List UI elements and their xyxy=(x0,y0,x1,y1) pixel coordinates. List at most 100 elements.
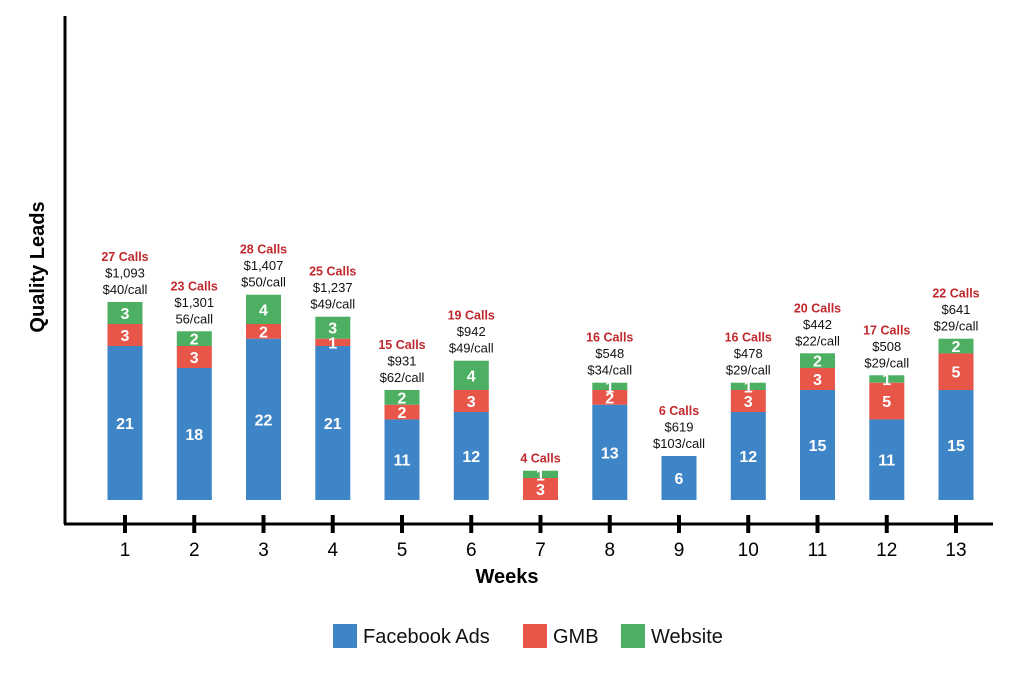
segment-value-label: 3 xyxy=(121,306,130,323)
segment-value-label: 1 xyxy=(328,335,337,352)
cost-label: $442 xyxy=(803,317,832,332)
segment-value-label: 15 xyxy=(947,438,965,455)
segment-value-label: 21 xyxy=(116,416,134,433)
x-tick-label: 4 xyxy=(327,540,338,561)
cost-label: $1,237 xyxy=(313,280,353,295)
cost-label: $478 xyxy=(734,346,763,361)
bar-segment xyxy=(315,346,351,500)
segment-value-label: 2 xyxy=(398,390,407,407)
bar-segment xyxy=(869,419,905,500)
cost-per-call-label: 56/call xyxy=(175,311,213,326)
segment-value-label: 2 xyxy=(813,354,822,371)
cost-per-call-label: $29/call xyxy=(934,319,979,334)
x-ticks-group: 1 2 3 4 5 6 7 8 9 10 11 12 13 xyxy=(120,515,967,561)
bar-segment xyxy=(453,412,489,500)
bar-segment xyxy=(800,390,835,500)
bar-segment xyxy=(730,412,766,500)
cost-label: $1,093 xyxy=(105,266,145,281)
cost-per-call-label: $29/call xyxy=(726,363,771,378)
calls-label: 23 Calls xyxy=(171,279,218,293)
segment-value-label: 1 xyxy=(744,379,753,396)
bar-segment xyxy=(246,324,281,339)
segment-value-label: 22 xyxy=(255,412,273,429)
bar-segment xyxy=(592,390,628,405)
x-tick-label: 10 xyxy=(738,540,759,561)
x-tick-label: 8 xyxy=(604,540,615,561)
bar-segment xyxy=(869,382,905,420)
segment-value-label: 2 xyxy=(605,390,614,407)
cost-per-call-label: $49/call xyxy=(310,297,355,312)
x-tick-label: 13 xyxy=(945,540,966,561)
bar-segment xyxy=(453,390,489,412)
segment-value-label: 2 xyxy=(398,405,407,422)
bar-segment xyxy=(730,382,766,390)
cost-per-call-label: $62/call xyxy=(380,370,425,385)
x-tick-label: 1 xyxy=(120,540,131,561)
segment-value-label: 3 xyxy=(744,394,753,411)
x-tick-label: 3 xyxy=(258,540,269,561)
segment-value-label: 5 xyxy=(952,365,961,382)
x-tick-label: 5 xyxy=(397,540,408,561)
segment-value-label: 2 xyxy=(259,324,268,341)
legend-label: Facebook Ads xyxy=(363,626,490,648)
segment-value-label: 1 xyxy=(882,372,891,389)
segment-value-label: 6 xyxy=(675,471,684,488)
bars-group xyxy=(107,294,974,500)
calls-label: 15 Calls xyxy=(378,338,425,352)
segment-value-label: 12 xyxy=(462,449,480,466)
segment-value-label: 11 xyxy=(878,453,895,470)
bar-segment xyxy=(592,404,628,500)
segment-value-label: 18 xyxy=(185,427,203,444)
x-tick-label: 2 xyxy=(189,540,200,561)
bar-segment xyxy=(246,338,281,500)
bar-segment xyxy=(107,346,143,500)
bar-segment xyxy=(938,353,974,390)
legend-label: GMB xyxy=(553,626,599,648)
cost-label: $1,301 xyxy=(174,295,214,310)
cost-per-call-label: $22/call xyxy=(795,333,840,348)
bar-segment xyxy=(938,338,974,354)
segment-value-label: 21 xyxy=(324,416,342,433)
segment-value-label: 1 xyxy=(536,467,545,484)
segment-value-label: 3 xyxy=(813,372,822,389)
calls-label: 17 Calls xyxy=(863,323,910,337)
calls-label: 25 Calls xyxy=(309,265,356,279)
segment-value-label: 3 xyxy=(121,328,130,345)
bar-segment xyxy=(800,368,835,390)
bar-segment xyxy=(661,456,697,500)
calls-label: 19 Calls xyxy=(448,309,495,323)
cost-label: $619 xyxy=(665,420,694,435)
cost-label: $641 xyxy=(942,302,971,317)
segment-value-label: 4 xyxy=(467,368,476,385)
bar-segment xyxy=(315,338,351,346)
y-axis-title: Quality Leads xyxy=(27,201,49,332)
segment-value-label: 3 xyxy=(190,350,199,367)
bar-segment xyxy=(246,294,281,324)
x-tick-label: 12 xyxy=(876,540,897,561)
segment-value-label: 11 xyxy=(394,453,411,470)
cost-label: $548 xyxy=(595,346,624,361)
legend-swatch xyxy=(621,624,645,648)
segment-value-label: 2 xyxy=(190,332,199,349)
bar-segment xyxy=(176,331,212,346)
bar-segment xyxy=(938,390,974,500)
segment-value-label: 1 xyxy=(605,379,614,396)
segment-value-label: 3 xyxy=(328,321,337,338)
segment-labels-group: 2133183222242113112212343113216123115321… xyxy=(116,302,965,499)
segment-value-label: 3 xyxy=(536,482,545,499)
calls-label: 20 Calls xyxy=(794,301,841,315)
legend-swatch xyxy=(523,624,547,648)
segment-value-label: 12 xyxy=(739,449,757,466)
bar-segment xyxy=(315,316,351,339)
bar-segment xyxy=(869,375,905,383)
cost-label: $1,407 xyxy=(244,258,284,273)
segment-value-label: 3 xyxy=(467,394,476,411)
bar-segment xyxy=(107,324,143,346)
cost-per-call-label: $34/call xyxy=(587,363,632,378)
calls-label: 28 Calls xyxy=(240,243,287,257)
calls-label: 16 Calls xyxy=(586,331,633,345)
x-axis-title: Weeks xyxy=(475,566,538,588)
bar-segment xyxy=(384,419,420,500)
segment-value-label: 13 xyxy=(601,445,619,462)
